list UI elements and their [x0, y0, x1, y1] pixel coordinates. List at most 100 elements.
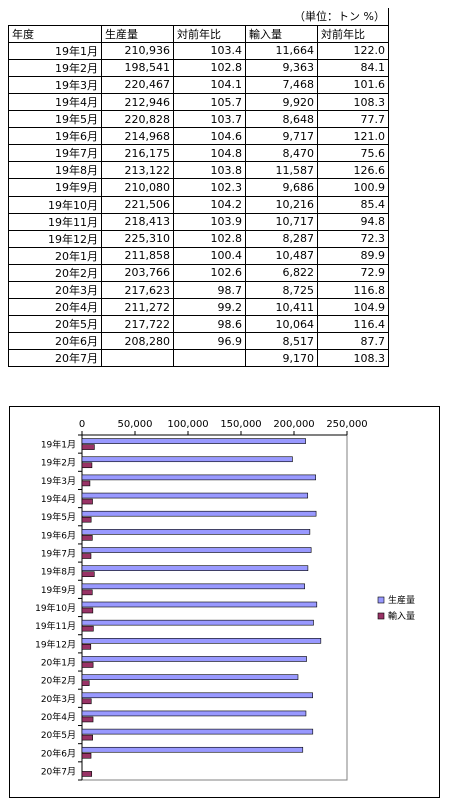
cell-import: 9,686: [245, 178, 318, 197]
cell-month: 20年6月: [8, 332, 102, 351]
x-tick-label: 0: [79, 419, 85, 430]
bar-import: [81, 716, 94, 723]
table-row: 19年4月 212,946 105.7 9,920 108.3: [8, 93, 389, 112]
x-tick-label: 200,000: [273, 419, 314, 430]
cell-import-yoy: 100.9: [317, 178, 389, 197]
table-row: 20年6月 208,280 96.9 8,517 87.7: [8, 332, 389, 351]
bar-production: [81, 529, 311, 535]
cell-import: 9,363: [245, 59, 318, 77]
cell-import-yoy: 89.9: [317, 247, 389, 265]
cell-import: 8,470: [245, 144, 318, 163]
cell-month: 19年11月: [8, 213, 102, 231]
y-tick-label: 19年12月: [35, 638, 76, 650]
y-tick-label: 19年9月: [41, 584, 76, 596]
cell-import: 8,517: [245, 332, 318, 351]
header-production-yoy: 対前年比: [173, 24, 246, 43]
unit-note: （単位：トン %）: [245, 8, 389, 26]
y-tick-label: 19年1月: [41, 439, 76, 451]
cell-import-yoy: 101.6: [317, 76, 389, 94]
bar-import: [81, 571, 95, 577]
cell-import: 8,648: [245, 110, 318, 129]
cell-import-yoy: 104.9: [317, 298, 389, 317]
table-row: 19年9月 210,080 102.3 9,686 100.9: [8, 178, 389, 197]
cell-import: 10,411: [245, 298, 318, 317]
cell-production: 212,946: [101, 93, 174, 112]
cell-month: 19年5月: [8, 110, 102, 129]
bar-production: [81, 746, 304, 753]
cell-production: 213,122: [101, 161, 174, 180]
cell-production: 218,413: [101, 213, 174, 231]
header-production: 生産量: [101, 24, 174, 43]
header-import: 輸入量: [245, 24, 318, 43]
cell-production-yoy: 98.6: [173, 315, 246, 334]
cell-import-yoy: 116.4: [317, 315, 389, 334]
legend-swatch: [377, 596, 385, 604]
cell-month: 19年9月: [8, 178, 102, 197]
table-row: 19年11月 218,413 103.9 10,717 94.8: [8, 213, 389, 231]
y-tick-label: 20年2月: [41, 675, 76, 687]
cell-import-yoy: 85.4: [317, 196, 389, 214]
table-row: 19年7月 216,175 104.8 8,470 75.6: [8, 144, 389, 163]
cell-production: 214,968: [101, 127, 174, 146]
x-tick-label: 250,000: [326, 419, 367, 430]
cell-month: 19年7月: [8, 144, 102, 163]
bar-import: [81, 734, 93, 741]
bar-import: [81, 662, 94, 668]
cell-production: 217,623: [101, 281, 174, 300]
cell-import: 9,717: [245, 127, 318, 146]
y-tick-label: 19年11月: [35, 620, 76, 632]
plot-area: [81, 434, 348, 781]
cell-import: 9,170: [245, 349, 318, 368]
y-tick-label: 20年7月: [41, 765, 76, 777]
table-row: 19年12月 225,310 102.8 8,287 72.3: [8, 230, 389, 248]
cell-import-yoy: 72.3: [317, 230, 389, 248]
cell-import: 8,287: [245, 230, 318, 248]
cell-production-yoy: 102.6: [173, 264, 246, 283]
cell-production-yoy: 104.1: [173, 76, 246, 94]
y-tick-label: 19年3月: [41, 475, 76, 487]
bar-production: [81, 583, 305, 590]
bar-production: [81, 656, 307, 662]
bar-production: [81, 492, 309, 499]
cell-production: 203,766: [101, 264, 174, 283]
bar-import: [81, 462, 93, 469]
bar-import: [81, 589, 93, 596]
bar-production: [81, 674, 299, 680]
cell-month: 20年7月: [8, 349, 102, 368]
y-tick-label: 19年6月: [41, 529, 76, 541]
cell-production-yoy: 105.7: [173, 93, 246, 112]
chart-area: 0 50,000 100,000 150,000 200,000 250,000 19年1月…: [9, 406, 440, 798]
bar-import: [81, 553, 92, 559]
bar-import: [81, 498, 93, 505]
bar-production: [81, 456, 293, 463]
legend-label: 生産量: [388, 594, 415, 606]
cell-import-yoy: 108.3: [317, 349, 389, 368]
cell-production-yoy: 104.2: [173, 196, 246, 214]
cell-month: 19年4月: [8, 93, 102, 112]
cell-import-yoy: 121.0: [317, 127, 389, 146]
bar-import: [81, 644, 92, 650]
y-tick-label: 19年10月: [35, 602, 76, 614]
cell-production-yoy: 98.7: [173, 281, 246, 300]
cell-import: 8,725: [245, 281, 318, 300]
cell-production: 216,175: [101, 144, 174, 163]
x-tick-label: 50,000: [118, 419, 153, 430]
y-tick-label: 19年4月: [41, 493, 76, 505]
cell-import: 10,487: [245, 247, 318, 265]
cell-production: 225,310: [101, 230, 174, 248]
table-row: 19年5月 220,828 103.7 8,648 77.7: [8, 110, 389, 129]
bar-production: [81, 601, 318, 608]
bar-production: [81, 710, 307, 717]
bar-import: [81, 680, 90, 686]
table-row: 20年3月 217,623 98.7 8,725 116.8: [8, 281, 389, 300]
cell-month: 19年6月: [8, 127, 102, 146]
bar-import: [81, 698, 92, 705]
cell-production-yoy: 102.8: [173, 59, 246, 77]
x-tick-label: 150,000: [220, 419, 261, 430]
y-tick-label: 20年3月: [41, 693, 76, 705]
cell-production-yoy: 102.3: [173, 178, 246, 197]
y-tick-label: 20年5月: [41, 729, 76, 741]
y-tick-label: 19年8月: [41, 566, 76, 578]
cell-production: 210,936: [101, 42, 174, 60]
cell-production: 220,467: [101, 76, 174, 94]
